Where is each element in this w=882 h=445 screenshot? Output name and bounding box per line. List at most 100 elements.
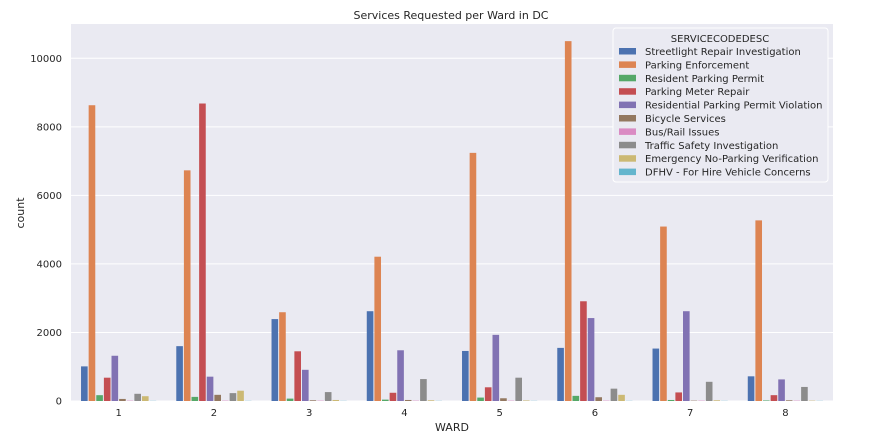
bar — [103, 377, 111, 401]
bar — [462, 350, 469, 401]
y-tick-label: 2000 — [37, 328, 62, 339]
bar — [81, 366, 88, 401]
bar — [580, 301, 587, 401]
bar — [660, 226, 667, 401]
legend-swatch — [619, 115, 636, 122]
bar — [705, 381, 713, 401]
legend-entry: DFHV - For Hire Vehicle Concerns — [645, 168, 811, 179]
bar — [404, 399, 412, 401]
legend-swatch — [619, 88, 636, 95]
bar — [389, 392, 397, 401]
x-tick-label: 1 — [115, 408, 121, 419]
legend-frame — [612, 27, 829, 183]
legend-entry: Parking Meter Repair — [645, 87, 750, 98]
bar — [785, 400, 793, 401]
legend-entry: Traffic Safety Investigation — [644, 141, 778, 152]
bar — [747, 376, 755, 401]
bar — [469, 152, 477, 401]
legend-entry: Bus/Rail Issues — [645, 127, 719, 138]
legend-title: SERVICECODEDESC — [671, 34, 769, 45]
bar — [302, 369, 309, 401]
bars — [81, 41, 823, 401]
legend-swatch — [619, 155, 636, 162]
bar — [111, 355, 119, 401]
bar — [191, 396, 199, 401]
bar — [477, 397, 484, 401]
y-axis-label: count — [14, 197, 27, 229]
bar — [492, 334, 500, 401]
bar — [141, 396, 149, 401]
bar — [229, 393, 237, 401]
bar — [397, 350, 404, 401]
legend-swatch — [619, 141, 636, 149]
bar — [382, 399, 389, 401]
legend-swatch — [619, 168, 636, 176]
bar — [88, 105, 96, 401]
bar — [324, 392, 332, 401]
bar — [206, 376, 214, 401]
legend-entry: Resident Parking Permit — [645, 74, 764, 85]
bar — [309, 400, 317, 401]
legend-entry: Streetlight Repair Investigation — [645, 47, 801, 58]
bar — [420, 379, 427, 401]
bar — [199, 103, 206, 401]
legend-entry: Emergency No-Parking Verification — [645, 154, 818, 165]
bar — [713, 400, 721, 401]
bar — [755, 220, 763, 401]
legend-swatch — [619, 101, 636, 109]
legend-entry: Bicycle Services — [645, 114, 726, 125]
y-tick-label: 4000 — [37, 259, 62, 270]
bar — [610, 388, 618, 401]
x-tick-label: 5 — [496, 408, 502, 419]
bar — [119, 398, 126, 401]
bar — [522, 400, 530, 401]
bar — [683, 311, 690, 401]
x-tick-label: 4 — [401, 408, 407, 419]
chart-title: Services Requested per Ward in DC — [354, 9, 549, 22]
bar — [515, 377, 522, 401]
x-tick-label: 3 — [306, 408, 312, 419]
bar — [366, 311, 374, 401]
x-axis-label: WARD — [435, 421, 469, 434]
bar — [374, 256, 382, 401]
bar — [557, 347, 564, 401]
bar — [96, 395, 103, 401]
bar — [500, 398, 507, 401]
x-tick-label: 7 — [687, 408, 693, 419]
x-axis: 1 2 3 4 5 6 7 8 — [115, 408, 788, 419]
legend-swatch — [619, 74, 636, 82]
bar — [237, 390, 244, 401]
legend: SERVICECODEDESC Streetlight Repair Inves… — [612, 27, 829, 183]
bar — [332, 399, 340, 401]
bar — [183, 170, 191, 401]
bar — [286, 398, 294, 401]
legend-entry: Parking Enforcement — [645, 60, 749, 71]
bar — [134, 393, 141, 401]
bar — [564, 41, 572, 401]
bar — [763, 400, 770, 401]
x-tick-label: 8 — [782, 408, 788, 419]
legend-swatch — [619, 128, 636, 135]
bar — [801, 386, 808, 401]
x-tick-label: 2 — [211, 408, 217, 419]
bar — [214, 394, 221, 401]
bar — [652, 348, 660, 401]
bar — [675, 392, 682, 401]
bar — [595, 397, 602, 401]
legend-swatch — [619, 48, 636, 55]
bar — [667, 399, 675, 401]
bar — [484, 387, 492, 401]
bar — [176, 346, 183, 401]
bar — [279, 312, 286, 401]
bar — [294, 351, 301, 401]
bar — [572, 395, 580, 401]
bar — [587, 318, 595, 401]
bar — [427, 400, 435, 401]
bar — [778, 379, 785, 401]
bar — [618, 394, 625, 401]
y-axis: 0 2000 4000 6000 8000 10000 — [30, 54, 62, 408]
legend-entry: Residential Parking Permit Violation — [645, 101, 822, 112]
x-tick-label: 6 — [592, 408, 598, 419]
legend-swatch — [619, 61, 636, 68]
y-tick-label: 8000 — [37, 122, 62, 133]
